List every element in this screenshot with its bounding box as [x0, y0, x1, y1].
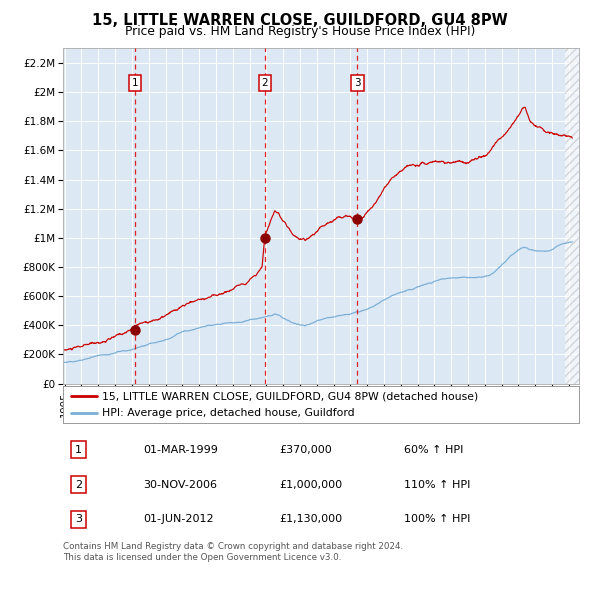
Text: £370,000: £370,000 [280, 445, 332, 454]
Text: £1,130,000: £1,130,000 [280, 514, 343, 525]
Text: 2: 2 [262, 78, 268, 88]
Text: 2: 2 [75, 480, 82, 490]
Text: 110% ↑ HPI: 110% ↑ HPI [404, 480, 470, 490]
Text: 30-NOV-2006: 30-NOV-2006 [143, 480, 217, 490]
Bar [565, 48, 579, 384]
Text: Contains HM Land Registry data © Crown copyright and database right 2024.
This d: Contains HM Land Registry data © Crown c… [63, 542, 403, 562]
Text: 100% ↑ HPI: 100% ↑ HPI [404, 514, 470, 525]
Text: 3: 3 [75, 514, 82, 525]
Text: Price paid vs. HM Land Registry's House Price Index (HPI): Price paid vs. HM Land Registry's House … [125, 25, 475, 38]
Text: 1: 1 [75, 445, 82, 454]
Text: 60% ↑ HPI: 60% ↑ HPI [404, 445, 463, 454]
Text: 15, LITTLE WARREN CLOSE, GUILDFORD, GU4 8PW (detached house): 15, LITTLE WARREN CLOSE, GUILDFORD, GU4 … [101, 391, 478, 401]
Text: 3: 3 [354, 78, 361, 88]
Text: 01-JUN-2012: 01-JUN-2012 [143, 514, 214, 525]
Text: 01-MAR-1999: 01-MAR-1999 [143, 445, 218, 454]
Text: 15, LITTLE WARREN CLOSE, GUILDFORD, GU4 8PW: 15, LITTLE WARREN CLOSE, GUILDFORD, GU4 … [92, 13, 508, 28]
Text: HPI: Average price, detached house, Guildford: HPI: Average price, detached house, Guil… [101, 408, 355, 418]
Text: 1: 1 [131, 78, 138, 88]
Text: £1,000,000: £1,000,000 [280, 480, 343, 490]
